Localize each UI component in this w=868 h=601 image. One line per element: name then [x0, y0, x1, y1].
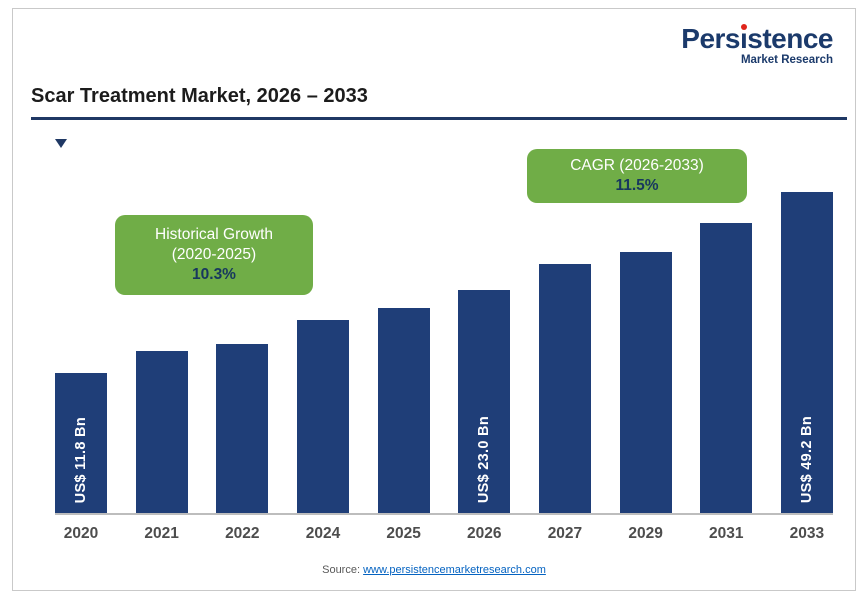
x-axis-labels: 2020 2021 2022 2024 2025 2026 2027 2029 2031 2033	[55, 517, 833, 549]
cagr-arrow-down-icon	[55, 139, 67, 148]
bar-2033: US$ 49.2 Bn	[780, 192, 833, 513]
plot-area: US$ 11.8 Bn US$ 23.0 Bn US$ 49.2 Bn	[55, 139, 833, 515]
x-axis-label: 2029	[628, 525, 663, 542]
x-axis-label: 2026	[467, 525, 502, 542]
title-underline	[31, 117, 847, 120]
x-axis-label: 2027	[547, 525, 583, 542]
brand-dotless-i: ı	[740, 23, 748, 54]
bar-2021	[135, 351, 188, 513]
logo-red-dot-icon	[740, 24, 747, 30]
brand-letter-i: ı	[740, 23, 748, 54]
x-axis-label: 2020	[63, 525, 99, 542]
bar-2027	[538, 264, 591, 513]
bar-value-label: US$ 23.0 Bn	[476, 415, 493, 503]
bar-2029	[619, 252, 672, 513]
brand-tagline: Market Research	[740, 54, 833, 66]
x-axis-label: 2033	[789, 525, 825, 542]
cagr-callout: CAGR (2026-2033) 11.5%	[527, 149, 747, 204]
chart-area: US$ 11.8 Bn US$ 23.0 Bn US$ 49.2 Bn 2020 20…	[55, 139, 833, 549]
bar-2026: US$ 23.0 Bn	[458, 290, 511, 513]
bar-2020: US$ 11.8 Bn	[55, 373, 107, 513]
brand-name: Persı stence	[681, 23, 833, 54]
source-link[interactable]: www.persistencemarketresearch.com	[363, 564, 546, 576]
bar-value-label: US$ 11.8 Bn	[73, 416, 89, 503]
historical-growth-line2: (2020-2025)	[171, 246, 257, 264]
bar-2025	[377, 308, 430, 513]
cagr-line1: CAGR (2026-2033)	[570, 157, 704, 174]
infographic-card: Persı stence Market Research Scar Treatme…	[12, 8, 856, 591]
bar-2022	[216, 344, 269, 513]
bar-2031	[700, 223, 753, 513]
page-title: Scar Treatment Market, 2026 – 2033	[31, 85, 368, 107]
source-line: Source: www.persistencemarketresearch.co…	[13, 564, 855, 576]
source-prefix: Source:	[322, 564, 361, 576]
historical-growth-value: 10.3%	[192, 266, 236, 284]
brand-part2: stence	[747, 23, 833, 54]
brand-part1: Pers	[681, 23, 740, 54]
x-axis-label: 2021	[144, 525, 179, 542]
bar-2024	[296, 320, 349, 513]
x-axis-label: 2031	[709, 525, 744, 542]
historical-growth-callout: Historical Growth (2020-2025) 10.3%	[115, 215, 313, 296]
bar-value-label: US$ 49.2 Bn	[798, 415, 815, 503]
x-axis-label: 2024	[305, 525, 341, 542]
x-axis-label: 2022	[225, 525, 260, 542]
cagr-value: 11.5%	[615, 177, 659, 195]
brand-logo: Persı stence Market Research	[681, 23, 833, 66]
x-axis-label: 2025	[386, 525, 421, 542]
historical-growth-line1: Historical Growth	[155, 226, 273, 243]
